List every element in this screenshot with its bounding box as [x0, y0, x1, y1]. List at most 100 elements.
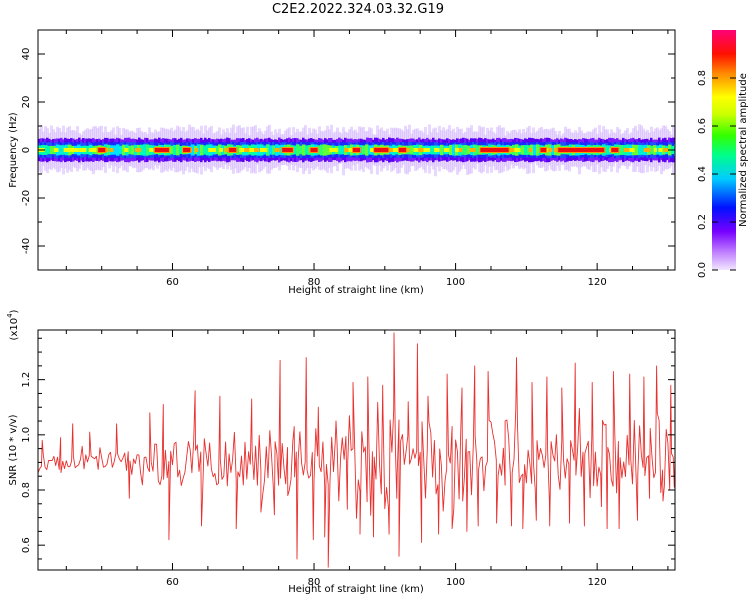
spectrogram-peak-segment	[540, 148, 547, 152]
spectrogram-hot-cell	[79, 148, 87, 152]
spectrogram-peak-segment	[98, 148, 106, 152]
colorbar-tick-label: 0.4	[697, 166, 708, 182]
spectrogram-hot-cell	[623, 148, 632, 152]
spectrogram-core-cell	[140, 144, 144, 156]
spectrogram-core-cell	[320, 144, 324, 156]
snr-panel: 60 80 100 120 0.6 0.8 1.0 1.2 Height of straig…	[6, 309, 676, 595]
spectrogram-y-ticks: -40 -20 0 20 40	[21, 29, 675, 271]
spectrogram-hot-cell	[629, 148, 635, 152]
spectrogram-hot-cell	[508, 148, 515, 152]
spectrogram-core-cell	[650, 145, 654, 155]
spectrogram-core-cell	[122, 144, 126, 156]
spectrogram-hot-cell	[344, 148, 350, 152]
spectrogram-hot-cell	[423, 148, 431, 152]
snr-x-tick-label: 100	[446, 577, 465, 588]
spectrogram-hot-cell	[514, 148, 521, 152]
spectrogram-core-cell	[536, 144, 540, 156]
spectrogram-core-cell	[362, 145, 366, 155]
spectrogram-core-cell	[128, 145, 132, 155]
spectrogram-hot-cell	[254, 148, 260, 152]
spectrogram-hot-cell	[643, 148, 651, 152]
spectrogram-hot-cell	[53, 148, 59, 152]
spectrogram-core-cell	[323, 144, 327, 156]
spectrogram-x-tick-label: 80	[308, 277, 321, 288]
spectrogram-core-cell	[296, 144, 300, 156]
colorbar-tick-label: 0.8	[697, 70, 708, 86]
spectrogram-core-cell	[131, 145, 135, 155]
spectrogram-core-cell	[527, 145, 531, 155]
spectrogram-x-tick-label: 100	[446, 277, 465, 288]
spectrogram-core-cell	[551, 145, 555, 155]
spectrogram-core-cell	[605, 145, 609, 155]
spectrogram-core-cell	[146, 144, 150, 156]
spectrogram-hot-cell	[259, 148, 268, 152]
spectrogram-y-tick-label: -20	[21, 190, 32, 206]
spectrogram-x-ticks: 60 80 100 120	[65, 30, 669, 288]
spectrogram-core-cell	[341, 145, 345, 155]
snr-scale-suffix: )	[9, 309, 20, 313]
spectrogram-hot-cell	[134, 148, 142, 152]
snr-x-ticks: 60 80 100 120	[65, 330, 669, 588]
spectrogram-hot-cell	[348, 148, 354, 152]
spectrogram-core-cell	[368, 145, 372, 155]
spectrogram-core-cell	[47, 145, 51, 155]
spectrogram-core-cell	[116, 144, 120, 156]
spectrogram-core-cell	[302, 144, 306, 156]
spectrogram-hot-cell	[249, 148, 257, 152]
spectrogram-core-cell	[197, 144, 201, 156]
spectrogram-y-tick-label: 40	[21, 48, 32, 61]
snr-y-tick-label: 0.8	[21, 482, 32, 498]
figure-title: C2E2.2022.324.03.32.G19	[271, 2, 445, 17]
colorbar-ticks: 0.0 0.2 0.4 0.6 0.8	[697, 70, 736, 278]
spectrogram-peak-segment	[480, 148, 509, 152]
colorbar-gradient	[712, 30, 736, 270]
spectrogram-core-cell	[449, 144, 453, 156]
spectrogram-y-tick-label: 0	[21, 147, 32, 153]
spectrogram-core-cell	[305, 145, 309, 155]
spectrogram-core-cell	[641, 145, 645, 155]
spectrogram-x-tick-label: 120	[588, 277, 607, 288]
spectrogram-hot-cell	[88, 148, 97, 152]
snr-y-axis-label: SNR (10 * v/v)	[8, 414, 19, 485]
spectrogram-core-cell	[317, 145, 321, 155]
spectrogram-panel: 60 80 100 120 -40 -20 0 20 40 Height of straigh…	[8, 29, 676, 296]
spectrogram-core-cell	[533, 144, 537, 156]
spectrogram-hot-cell	[548, 148, 553, 152]
snr-x-tick-label: 80	[308, 577, 321, 588]
spectrogram-hot-cell	[68, 148, 76, 152]
snr-x-tick-label: 60	[166, 577, 179, 588]
spectrogram-hot-cell	[329, 148, 336, 152]
spectrogram-core-cell	[44, 145, 48, 155]
spectrogram-peak-segment	[282, 148, 293, 152]
spectrogram-core-cell	[119, 145, 123, 155]
spectrogram-hot-cell	[369, 148, 374, 152]
spectrogram-hot-cell	[63, 148, 71, 152]
spectrogram-hot-cell	[239, 148, 247, 152]
spectrogram-core-cell	[86, 145, 90, 155]
spectrogram-core-cell	[278, 145, 282, 155]
spectrogram-hot-cell	[434, 148, 440, 152]
spectrogram-core-cell	[272, 145, 276, 155]
spectrogram-core-cell	[452, 144, 456, 156]
spectrogram-hot-cell	[388, 148, 395, 152]
spectrogram-peak-segment	[154, 148, 169, 152]
spectrogram-hot-cell	[413, 148, 420, 152]
spectrogram-hot-cell	[528, 148, 533, 152]
spectrogram-x-axis-label: Height of straight line (km)	[288, 285, 424, 296]
colorbar-tick-label: 0.0	[697, 262, 708, 278]
spectrogram-hot-cell	[73, 148, 79, 152]
spectrogram-core-cell	[476, 145, 480, 155]
spectrogram-core-cell	[113, 145, 117, 155]
spectrogram-core-cell	[170, 145, 174, 155]
spectrogram-hot-cell	[104, 148, 109, 152]
snr-x-axis-label: Height of straight line (km)	[288, 584, 424, 595]
spectrogram-hot-cell	[149, 148, 154, 152]
spectrogram-hot-cell	[443, 148, 450, 152]
spectrogram-hot-cell	[194, 148, 199, 152]
spectrogram-core-cell	[236, 145, 240, 155]
spectrogram-peak-segment	[558, 148, 605, 152]
spectrogram-peak-segment	[352, 148, 361, 152]
snr-series-line	[38, 332, 675, 568]
spectrogram-core-cell	[461, 145, 465, 155]
